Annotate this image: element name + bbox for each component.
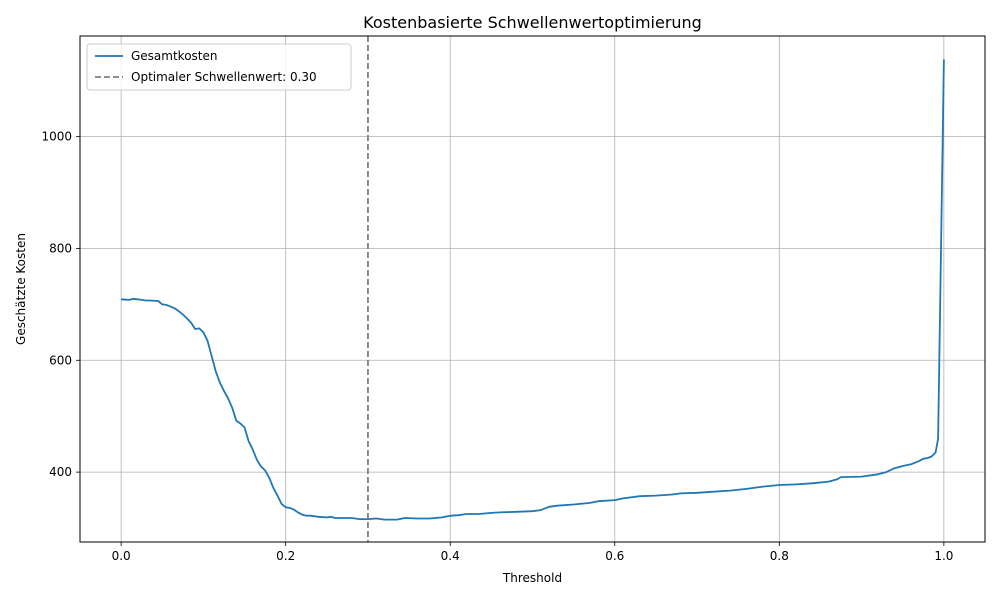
x-tick-label: 0.6: [605, 549, 624, 563]
x-tick-label: 0.4: [441, 549, 460, 563]
y-tick-label: 800: [49, 241, 72, 255]
y-axis-label: Geschätzte Kosten: [14, 233, 28, 345]
y-axis-ticks: 400 600 800 1000: [41, 130, 80, 479]
chart-title: Kostenbasierte Schwellenwertoptimierung: [363, 13, 702, 32]
x-tick-label: 0.2: [276, 549, 295, 563]
x-axis-ticks: 0.0 0.2 0.4 0.6 0.8 1.0: [112, 542, 953, 563]
legend-label-gesamtkosten: Gesamtkosten: [131, 49, 218, 63]
legend: Gesamtkosten Optimaler Schwellenwert: 0.…: [86, 43, 352, 91]
plot-area: [121, 36, 945, 542]
x-tick-label: 0.8: [770, 549, 789, 563]
y-tick-label: 400: [49, 465, 72, 479]
legend-label-optimal-threshold: Optimaler Schwellenwert: 0.30: [131, 70, 317, 84]
y-tick-label: 1000: [41, 130, 72, 144]
x-tick-label: 0.0: [112, 549, 131, 563]
grid: [80, 36, 985, 542]
x-tick-label: 1.0: [934, 549, 953, 563]
y-tick-label: 600: [49, 353, 72, 367]
x-axis-label: Threshold: [502, 571, 562, 585]
legend-box: [86, 43, 352, 91]
series-line-gesamtkosten: [121, 59, 945, 521]
axes-frame: [79, 35, 986, 543]
